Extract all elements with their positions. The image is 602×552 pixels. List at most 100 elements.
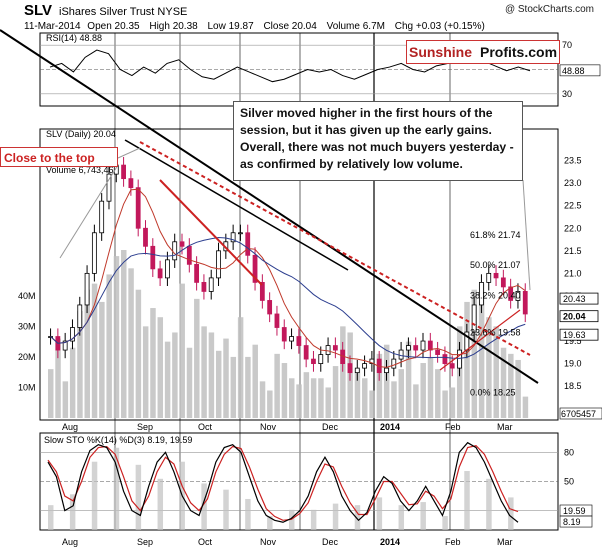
x-tick-label-bottom-2014: 2014: [380, 537, 400, 547]
candle-body: [274, 313, 280, 328]
candle-body: [449, 363, 455, 369]
price-tick-label: 21.5: [564, 246, 582, 256]
volume-bar: [99, 301, 105, 418]
copyright-text: @ StockCharts.com: [504, 4, 594, 15]
quote-change: Chg +0.03 (+0.15%): [394, 21, 485, 32]
volume-bar: [230, 356, 237, 418]
candle-body: [325, 345, 331, 355]
price-tick-label: 21.0: [564, 268, 582, 278]
price-tag: [559, 292, 599, 305]
candle-body: [391, 358, 397, 369]
candle-body: [267, 300, 273, 315]
price-title: SLV (Daily) 20.04: [46, 129, 116, 139]
volume-bar: [296, 384, 302, 418]
price-tick-label: 18.5: [564, 381, 582, 391]
volume-bar: [354, 369, 361, 418]
candle-body: [201, 281, 207, 292]
stoch-tick-label: 80: [564, 447, 574, 457]
candle-body: [62, 340, 68, 351]
candle-body: [522, 291, 528, 315]
volume-bar: [325, 387, 331, 418]
stoch-k-line: [47, 441, 519, 523]
volume-bar: [405, 341, 412, 418]
candle-body: [435, 349, 441, 355]
volume-bar: [310, 378, 317, 418]
callout-pointer: [522, 179, 531, 291]
volume-bar: [486, 317, 492, 418]
candle-body: [135, 187, 141, 229]
candle-body: [311, 358, 316, 365]
candle-body: [230, 232, 236, 243]
volume-bar: [332, 366, 339, 418]
volume-bar: [442, 390, 448, 418]
quote-high: High 20.38: [149, 21, 198, 32]
volume-bar: [91, 283, 98, 418]
stoch-shade-bar: [69, 494, 76, 530]
close-to-top-annotation: Close to the top: [0, 147, 118, 167]
volume-bar: [208, 332, 215, 418]
fibonacci-label: 0.0% 18.25: [470, 387, 516, 397]
candle-body: [186, 245, 192, 265]
price-tick-label: 19.0: [564, 359, 582, 369]
moving-average-fast: [50, 188, 526, 368]
volume-bar: [142, 326, 149, 418]
candle-body: [427, 340, 433, 351]
candle-body: [150, 245, 156, 270]
volume-bar: [106, 274, 112, 418]
secondary-trendline: [124, 139, 349, 271]
candle-body: [289, 336, 294, 342]
candle-body: [442, 354, 448, 365]
stoch-shade-bar: [245, 498, 251, 530]
stoch-shade-bar: [464, 471, 470, 530]
volume-bar: [522, 396, 529, 418]
brand-logo[interactable]: Sunshine Profits.com: [406, 40, 560, 64]
x-tick-label-2014: 2014: [380, 422, 400, 432]
callout-pointer: [117, 147, 141, 159]
price-tag-label: 20.43: [563, 294, 586, 304]
volume-bar: [259, 381, 266, 418]
rsi-tick-label: 30: [562, 89, 572, 99]
candle-body: [406, 345, 411, 351]
volume-bar: [281, 363, 288, 418]
price-tick-label: 22.0: [564, 223, 582, 233]
x-tick-label-bottom-aug: Aug: [62, 537, 78, 547]
rsi-tick-label: 70: [562, 40, 572, 50]
volume-bar: [515, 359, 521, 418]
stoch-shade-bar: [135, 464, 142, 530]
volume-bar: [48, 369, 54, 418]
volume-bar: [508, 353, 514, 418]
x-tick-label-bottom-oct: Oct: [198, 537, 213, 547]
volume-bar: [121, 250, 127, 418]
stoch-tag: [559, 515, 593, 528]
volume-tick-label: 10M: [18, 382, 36, 392]
candle-body: [500, 277, 506, 288]
quote-low: Low 19.87: [207, 21, 254, 32]
candle-body: [347, 363, 353, 374]
stoch-shade-bar: [267, 516, 273, 530]
callout-pointer: [59, 164, 119, 259]
candle-body: [216, 250, 221, 279]
volume-bar: [215, 350, 222, 418]
volume-bar: [157, 317, 164, 418]
volume-bar: [69, 347, 76, 418]
x-tick-label-sep: Sep: [137, 422, 153, 432]
volume-bar: [186, 347, 193, 418]
candle-body: [99, 200, 105, 234]
volume-bar: [398, 369, 405, 418]
candle-body: [77, 304, 83, 328]
candle-body: [318, 354, 324, 365]
volume-bar: [420, 363, 426, 418]
fibonacci-label: 38.2% 20.40: [470, 290, 521, 300]
price-tag-label: 20.04: [563, 312, 586, 322]
volume-bar: [427, 356, 434, 418]
x-tick-label-nov: Nov: [260, 422, 277, 432]
volume-bar: [201, 326, 207, 418]
volume-bar: [55, 338, 61, 418]
candle-body: [369, 358, 375, 365]
quote-volume: Volume 6.7M: [326, 21, 385, 32]
candle-body: [259, 281, 265, 301]
volume-title: Volume 6,743,467: [46, 165, 119, 175]
volume-bar: [340, 326, 346, 418]
stoch-shade-bar: [420, 502, 426, 530]
stoch-title: Slow STO %K(14) %D(3) 8.19, 19.59: [44, 435, 192, 445]
